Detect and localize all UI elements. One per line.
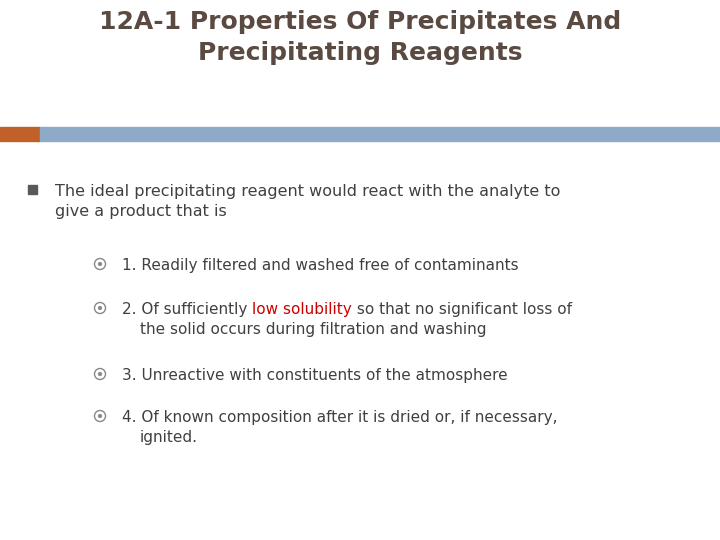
Text: 1. Readily filtered and washed free of contaminants: 1. Readily filtered and washed free of c… [122,258,518,273]
Bar [40,127,720,141]
Circle shape [98,372,102,376]
Text: the solid occurs during filtration and washing: the solid occurs during filtration and w… [140,322,487,337]
Circle shape [98,414,102,418]
Text: 4. Of known composition after it is dried or, if necessary,: 4. Of known composition after it is drie… [122,410,557,425]
Bar [28,185,37,194]
Text: 3. Unreactive with constituents of the atmosphere: 3. Unreactive with constituents of the a… [122,368,508,383]
Text: low solubility: low solubility [252,302,352,317]
Text: 2. Of sufficiently: 2. Of sufficiently [122,302,252,317]
Text: The ideal precipitating reagent would react with the analyte to: The ideal precipitating reagent would re… [55,184,560,199]
Text: give a product that is: give a product that is [55,204,227,219]
Text: 12A-1 Properties Of Precipitates And
Precipitating Reagents: 12A-1 Properties Of Precipitates And Pre… [99,10,621,65]
Circle shape [98,262,102,266]
Circle shape [98,306,102,310]
Bar [0,127,40,141]
Text: ignited.: ignited. [140,430,198,445]
Text: so that no significant loss of: so that no significant loss of [352,302,572,317]
